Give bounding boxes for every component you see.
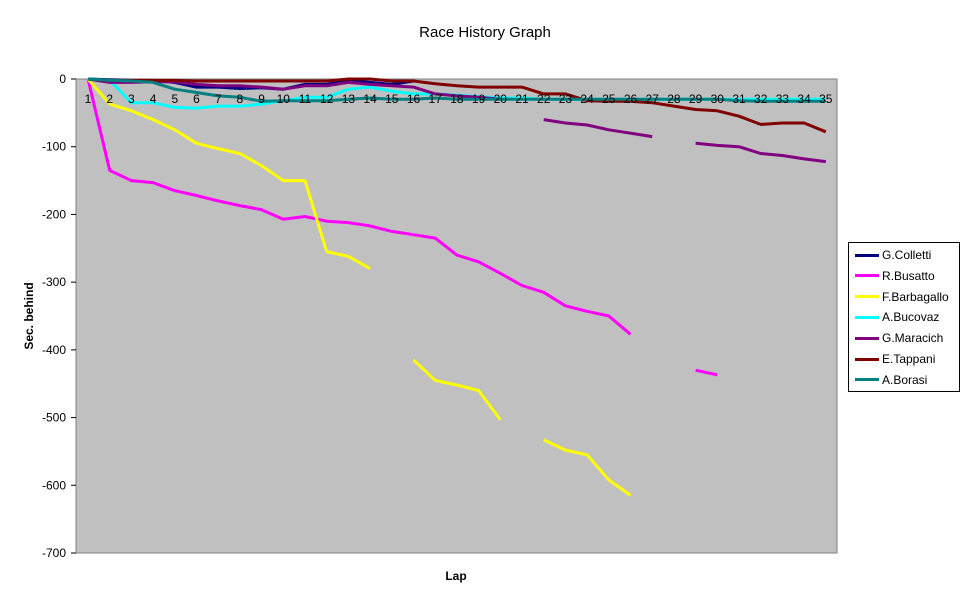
x-tick-label: 11	[299, 92, 312, 106]
y-tick-label: -100	[42, 140, 66, 154]
series-f-barbagallo	[86, 78, 632, 497]
legend-label: A.Bucovaz	[882, 310, 940, 325]
legend-item: G.Colletti	[855, 247, 931, 263]
x-tick-label: 2	[106, 92, 113, 106]
x-tick-label: 28	[667, 92, 681, 106]
x-tick-label: 22	[537, 92, 551, 106]
legend-swatch	[855, 253, 879, 257]
x-tick-label: 35	[819, 92, 833, 106]
series-line-segment	[87, 77, 826, 103]
legend-item: R.Busatto	[855, 268, 935, 284]
legend-item: F.Barbagallo	[855, 289, 949, 305]
y-tick-label: -600	[42, 478, 66, 492]
x-tick-label: 7	[215, 92, 222, 106]
x-tick-label: 20	[494, 92, 508, 106]
x-tick-label: 10	[277, 92, 291, 106]
legend-swatch	[855, 357, 879, 361]
legend-item: A.Borasi	[855, 372, 927, 388]
x-tick-label: 15	[385, 92, 399, 106]
x-tick-label: 5	[171, 92, 178, 106]
series-a-borasi	[87, 77, 826, 103]
x-tick-label: 21	[515, 92, 529, 106]
x-tick-label: 13	[342, 92, 356, 106]
series-r-busatto	[86, 78, 718, 377]
series-line-segment	[543, 438, 632, 497]
x-tick-label: 1	[85, 92, 92, 106]
y-tick-label: -700	[42, 546, 66, 560]
x-tick-label: 29	[689, 92, 703, 106]
x-tick-label: 9	[258, 92, 265, 106]
series-line-segment	[86, 78, 371, 270]
legend-label: G.Colletti	[882, 248, 932, 262]
x-tick-label: 23	[559, 92, 573, 106]
x-tick-label: 26	[624, 92, 638, 106]
series-e-tappani	[87, 77, 827, 134]
x-tick-label: 19	[472, 92, 486, 106]
x-tick-label: 24	[580, 92, 594, 106]
series-line-segment	[87, 77, 827, 134]
series-line-segment	[695, 368, 718, 377]
x-tick-label: 25	[602, 92, 616, 106]
legend-label: G.Maracich	[882, 331, 944, 346]
x-tick-label: 12	[320, 92, 334, 106]
chart-title: Race History Graph	[419, 24, 551, 41]
x-axis-label: Lap	[445, 569, 466, 583]
legend-item: G.Maracich	[855, 330, 943, 346]
y-tick-label: 0	[59, 72, 66, 86]
series-layer	[86, 77, 827, 497]
legend-swatch	[855, 336, 879, 340]
x-tick-label: 31	[732, 92, 746, 106]
y-tick-label: -400	[42, 343, 66, 357]
x-tick-label: 17	[429, 92, 443, 106]
x-tick-label: 4	[150, 92, 157, 106]
series-line-segment	[543, 118, 653, 139]
legend-swatch	[855, 295, 879, 299]
legend-swatch	[855, 274, 879, 278]
x-tick-label: 16	[407, 92, 421, 106]
y-axis-label: Sec. behind	[22, 282, 36, 349]
y-tick-label: -500	[42, 411, 66, 425]
legend-label: A.Borasi	[882, 372, 928, 387]
legend: G.Colletti R.Busatto F.Barbagallo A.Bucovaz…	[848, 242, 960, 392]
legend-item: A.Bucovaz	[855, 309, 939, 325]
x-tick-label: 14	[363, 92, 377, 106]
legend-swatch	[855, 315, 879, 319]
plot-area	[75, 78, 838, 554]
x-tick-label: 18	[450, 92, 464, 106]
series-line-segment	[695, 141, 826, 164]
x-tick-label: 6	[193, 92, 200, 106]
x-tick-label: 34	[797, 92, 811, 106]
legend-label: E.Tappani	[882, 352, 936, 366]
series-line-segment	[86, 78, 632, 336]
x-tick-label: 3	[128, 92, 135, 106]
x-tick-label: 27	[646, 92, 660, 106]
legend-label: R.Busatto	[882, 268, 935, 283]
x-tick-label: 32	[754, 92, 768, 106]
series-line-segment	[412, 358, 502, 421]
x-tick-label: 33	[776, 92, 790, 106]
legend-swatch	[855, 378, 879, 382]
x-tick-label: 30	[711, 92, 725, 106]
legend-label: F.Barbagallo	[882, 289, 949, 304]
x-tick-label: 8	[237, 92, 244, 106]
y-tick-label: -300	[42, 275, 66, 289]
legend-item: E.Tappani	[855, 351, 935, 367]
y-tick-label: -200	[42, 207, 66, 221]
